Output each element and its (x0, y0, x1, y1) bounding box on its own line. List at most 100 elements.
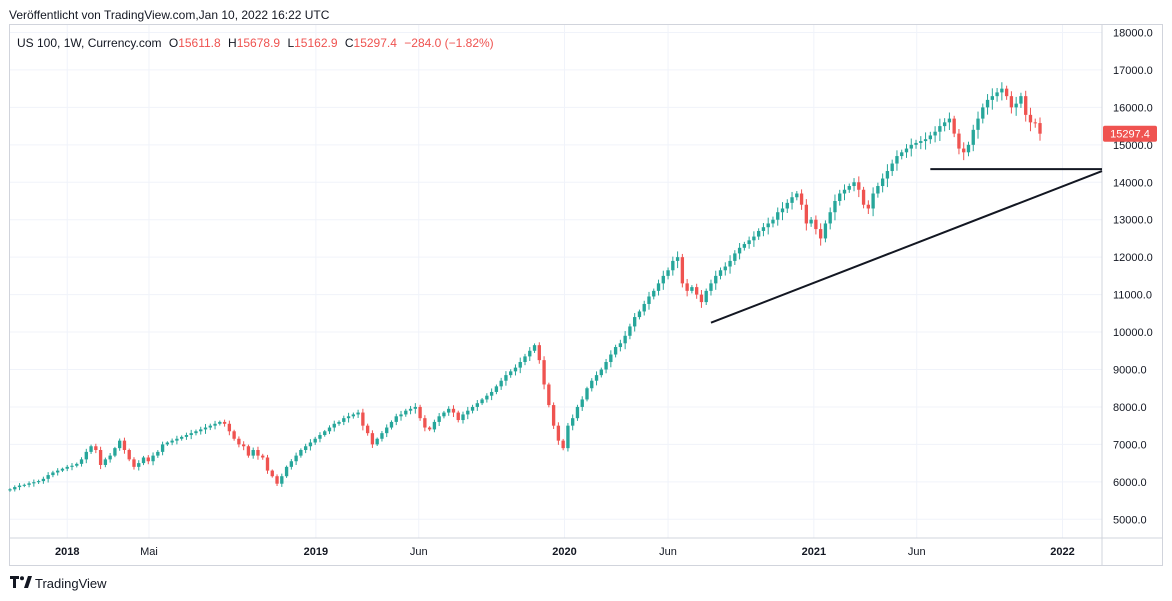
last-price-label: 15297.4 (1110, 129, 1150, 141)
candle-body (928, 135, 933, 140)
candle-body (714, 275, 718, 284)
candle-body (923, 139, 928, 142)
x-tick-label: Jun (908, 546, 926, 558)
candle-body (976, 118, 980, 130)
candle-body (942, 122, 947, 127)
candle-body (838, 193, 842, 201)
y-tick-label: 12000.0 (1113, 252, 1153, 264)
candle-body (628, 326, 632, 336)
candle-body (871, 193, 875, 209)
candle-body (399, 414, 403, 417)
candle-body (852, 182, 856, 187)
legend-open-label: O (168, 36, 179, 50)
candle-body (22, 484, 26, 486)
candle-body (241, 444, 246, 447)
candle-body (971, 129, 975, 145)
candle-body (828, 212, 832, 224)
candle-body (46, 475, 50, 479)
candle-body (962, 148, 966, 153)
candle-body (361, 412, 365, 426)
candle-body (437, 416, 441, 422)
candle-body (203, 427, 208, 430)
y-tick-label: 17000.0 (1113, 65, 1153, 77)
candle-body (909, 144, 913, 149)
tradingview-brand-label: TradingView (35, 576, 107, 591)
candle-body (327, 427, 332, 432)
candle-body (284, 466, 289, 477)
candle-body (27, 483, 31, 485)
candle-body (704, 290, 708, 303)
candle-body (98, 450, 103, 465)
candle-body (652, 290, 656, 297)
candle-body (118, 440, 122, 449)
candle-body (833, 200, 837, 213)
candle-body (809, 219, 813, 224)
candle-body (618, 343, 623, 348)
candle-body (1019, 96, 1023, 104)
legend-high-value: 15678.9 (236, 36, 281, 50)
candle-body (466, 410, 470, 415)
candle-body (432, 421, 437, 430)
candle-body (237, 438, 241, 445)
tradingview-logo-icon (10, 576, 32, 591)
candle-body (179, 436, 184, 439)
candle-body (480, 399, 484, 404)
candle-body (818, 229, 823, 239)
last-price-label-bg (1103, 125, 1157, 142)
candle-body (847, 186, 851, 190)
candle-body (122, 440, 127, 451)
legend-high-label: H (228, 36, 237, 50)
candle-body (456, 412, 460, 421)
candle-body (427, 427, 432, 430)
y-tick-label: 9000.0 (1113, 364, 1147, 376)
candle-body (766, 223, 770, 228)
candle-body (303, 446, 308, 451)
candle-body (75, 463, 79, 466)
chart-frame[interactable] (9, 24, 1163, 566)
candle-body (308, 442, 313, 447)
candle-body (776, 212, 780, 220)
legend-open-value: 15611.8 (178, 36, 221, 50)
x-tick-label: 2019 (304, 546, 328, 558)
candle-body (342, 418, 346, 422)
candle-body (623, 335, 627, 344)
candle-body (671, 260, 675, 271)
candle-body (461, 414, 465, 421)
candle-body (509, 371, 513, 376)
trendline-drawing (710, 170, 1103, 324)
candle-body (408, 408, 413, 411)
candle-body (70, 465, 74, 467)
candle-body (995, 92, 999, 97)
candle-body (938, 126, 942, 132)
candle-body (256, 450, 260, 456)
candle-body (151, 455, 155, 462)
candle-body (709, 283, 713, 291)
candle-body (904, 148, 909, 153)
candle-body (532, 345, 537, 351)
candle-body (647, 296, 651, 304)
candle-body (990, 96, 994, 100)
candle-body (1033, 122, 1037, 124)
legend-low-value: 15162.9 (294, 36, 338, 50)
candle-body (346, 416, 351, 419)
candle-body (518, 362, 522, 368)
candle-body (880, 178, 885, 187)
candle-body (404, 410, 408, 415)
candle-body (756, 230, 761, 237)
candle-body (895, 156, 899, 164)
candle-body (299, 450, 303, 456)
candle-body (389, 421, 394, 428)
candle-body (194, 431, 198, 434)
candle-body (523, 356, 527, 363)
candle-body (685, 283, 689, 291)
candle-body (804, 204, 809, 224)
candle-body (1024, 96, 1028, 115)
candle-body (985, 99, 990, 108)
tradingview-brand[interactable]: TradingView (10, 576, 107, 591)
legend-change: −284.0 (−1.82%) (404, 36, 494, 50)
candle-body (418, 406, 422, 419)
candle-body (289, 461, 294, 467)
candle-body (933, 131, 937, 136)
candle-body (561, 440, 565, 449)
